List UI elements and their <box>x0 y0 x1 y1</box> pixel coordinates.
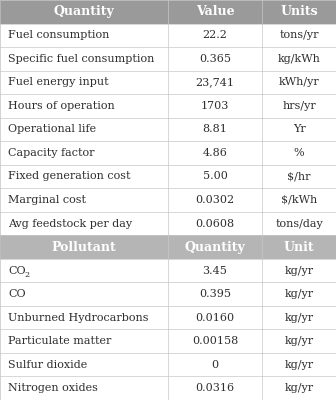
Bar <box>0 24 336 47</box>
Text: 0.0608: 0.0608 <box>196 218 235 228</box>
Text: Fuel energy input: Fuel energy input <box>8 77 109 87</box>
Text: Units: Units <box>280 5 318 18</box>
Text: CO: CO <box>8 289 26 299</box>
Text: $/kWh: $/kWh <box>281 195 317 205</box>
Text: Particulate matter: Particulate matter <box>8 336 112 346</box>
Text: 0.0302: 0.0302 <box>196 195 235 205</box>
Bar <box>0 306 336 330</box>
Text: Quantity: Quantity <box>54 5 114 18</box>
Text: kg/yr: kg/yr <box>285 383 313 393</box>
Text: kg/kWh: kg/kWh <box>278 54 321 64</box>
Text: kg/yr: kg/yr <box>285 360 313 370</box>
Text: Capacity factor: Capacity factor <box>8 148 95 158</box>
Text: Unburned Hydrocarbons: Unburned Hydrocarbons <box>8 313 149 323</box>
Text: 2: 2 <box>25 271 30 279</box>
Text: Avg feedstock per day: Avg feedstock per day <box>8 218 132 228</box>
Bar <box>0 94 336 118</box>
Text: Pollutant: Pollutant <box>52 240 116 254</box>
Text: 0.395: 0.395 <box>199 289 231 299</box>
Text: $/hr: $/hr <box>287 172 311 182</box>
Bar <box>0 353 336 376</box>
Bar <box>0 141 336 165</box>
Bar <box>0 47 336 70</box>
Text: 1703: 1703 <box>201 101 229 111</box>
Bar <box>0 235 336 259</box>
Text: Sulfur dioxide: Sulfur dioxide <box>8 360 88 370</box>
Text: kg/yr: kg/yr <box>285 289 313 299</box>
Text: 0.365: 0.365 <box>199 54 231 64</box>
Text: Quantity: Quantity <box>185 240 245 254</box>
Text: 3.45: 3.45 <box>203 266 227 276</box>
Text: 0: 0 <box>211 360 219 370</box>
Bar <box>0 188 336 212</box>
Text: kg/yr: kg/yr <box>285 313 313 323</box>
Bar <box>0 118 336 141</box>
Bar <box>0 212 336 235</box>
Text: kWh/yr: kWh/yr <box>279 77 320 87</box>
Text: kg/yr: kg/yr <box>285 336 313 346</box>
Text: Fixed generation cost: Fixed generation cost <box>8 172 131 182</box>
Bar <box>0 330 336 353</box>
Text: 5.00: 5.00 <box>203 172 227 182</box>
Text: Hours of operation: Hours of operation <box>8 101 115 111</box>
Text: 0.0316: 0.0316 <box>196 383 235 393</box>
Bar <box>0 70 336 94</box>
Text: 22.2: 22.2 <box>203 30 227 40</box>
Text: Value: Value <box>196 5 234 18</box>
Text: hrs/yr: hrs/yr <box>282 101 316 111</box>
Text: 0.00158: 0.00158 <box>192 336 238 346</box>
Text: Unit: Unit <box>284 240 314 254</box>
Text: tons/yr: tons/yr <box>279 30 319 40</box>
Bar <box>0 259 336 282</box>
Text: 23,741: 23,741 <box>196 77 235 87</box>
Text: Operational life: Operational life <box>8 124 96 134</box>
Bar <box>0 376 336 400</box>
Text: Fuel consumption: Fuel consumption <box>8 30 110 40</box>
Text: CO: CO <box>8 266 26 276</box>
Text: tons/day: tons/day <box>275 218 323 228</box>
Text: Nitrogen oxides: Nitrogen oxides <box>8 383 98 393</box>
Text: Yr: Yr <box>293 124 305 134</box>
Text: Marginal cost: Marginal cost <box>8 195 86 205</box>
Bar <box>0 282 336 306</box>
Bar <box>0 0 336 24</box>
Text: kg/yr: kg/yr <box>285 266 313 276</box>
Bar <box>0 165 336 188</box>
Text: Specific fuel consumption: Specific fuel consumption <box>8 54 155 64</box>
Text: 4.86: 4.86 <box>203 148 227 158</box>
Text: 0.0160: 0.0160 <box>196 313 235 323</box>
Text: %: % <box>294 148 304 158</box>
Text: 8.81: 8.81 <box>203 124 227 134</box>
